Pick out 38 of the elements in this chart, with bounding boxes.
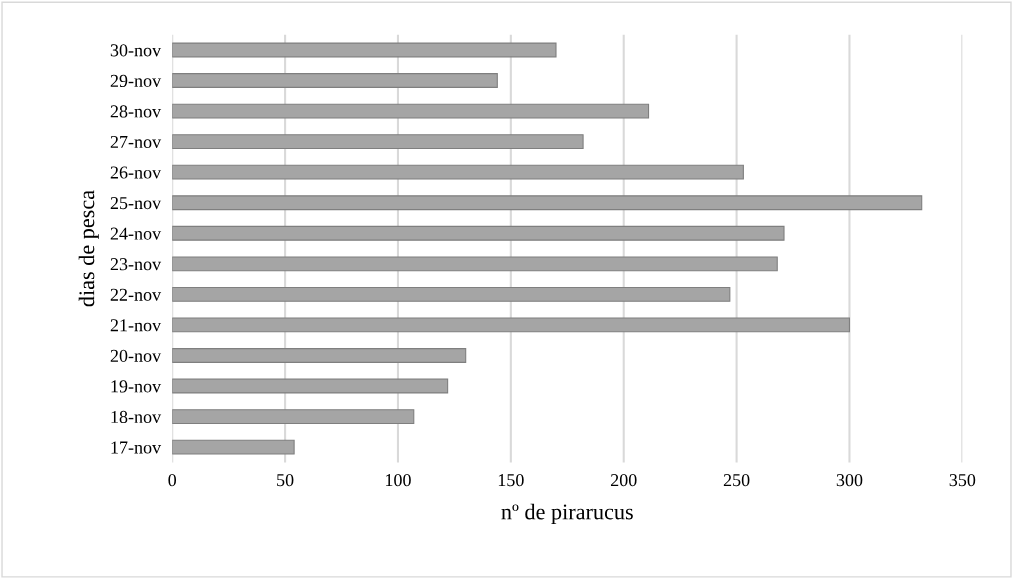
y-tick-label: 27-nov [110, 135, 162, 149]
bar [172, 317, 851, 333]
y-tick-label: 29-nov [110, 74, 162, 87]
y-tick-label: 20-nov [110, 349, 162, 362]
x-tick-label: 100 [386, 474, 411, 487]
y-axis-title: dias de pesca [78, 190, 99, 307]
y-tick-label: 19-nov [111, 380, 162, 393]
bar [172, 164, 744, 180]
bar [172, 73, 498, 88]
bar [172, 439, 295, 455]
y-tick-label: 28-nov [110, 105, 162, 118]
y-tick-label: 25-nov [110, 197, 162, 210]
y-tick-label: 24-nov [110, 227, 162, 240]
y-tick-label: 26-nov [110, 166, 162, 179]
x-tick-label: 200 [610, 474, 637, 487]
bar [172, 134, 584, 150]
x-tick-label: 300 [836, 474, 863, 487]
bar [172, 256, 778, 272]
x-tick-label: 250 [723, 474, 750, 487]
bar [172, 348, 467, 363]
y-tick-label: 23-nov [110, 258, 162, 271]
bar [172, 409, 415, 425]
y-tick-label: 17-nov [111, 441, 162, 454]
bar [172, 225, 785, 241]
bar [172, 195, 923, 211]
x-axis-title: nº de pirarucus [501, 503, 633, 524]
x-tick-label: 350 [949, 474, 976, 487]
x-tick-label: 0 [168, 474, 177, 487]
bar [172, 42, 557, 58]
y-tick-label: 18-nov [111, 410, 162, 424]
bar [172, 103, 650, 119]
bar [172, 378, 449, 394]
x-tick-label: 50 [277, 474, 294, 487]
y-tick-label: 21-nov [110, 319, 162, 332]
y-tick-label: 22-nov [110, 288, 162, 301]
x-tick-label: 150 [498, 474, 524, 487]
bar [172, 286, 731, 302]
y-tick-label: 30-nov [110, 44, 162, 57]
